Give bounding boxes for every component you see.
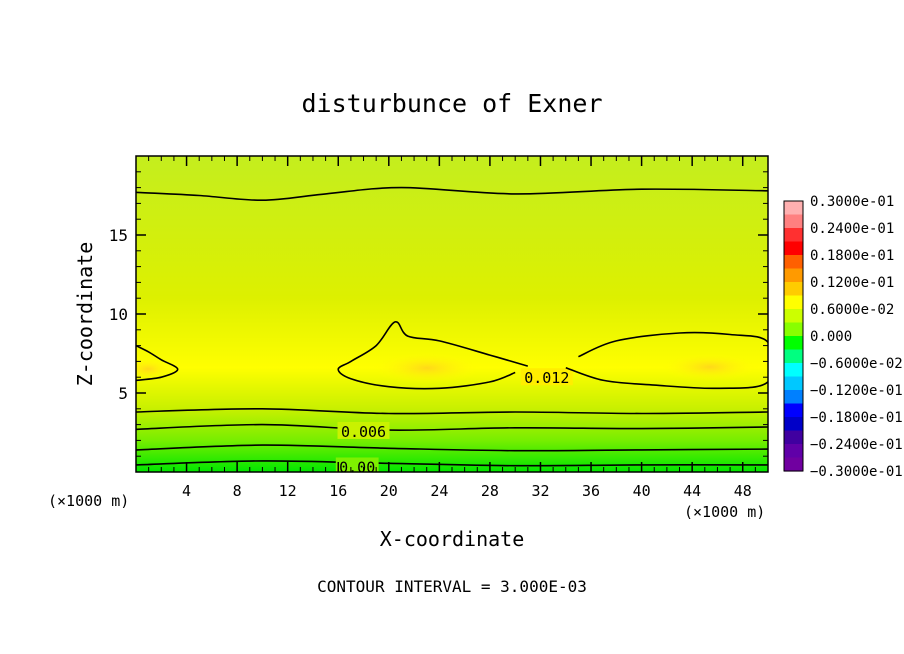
colorbar-label: 0.1800e-01 bbox=[810, 248, 894, 264]
x-tick-label: 40 bbox=[633, 482, 651, 500]
colorbar-label: −0.6000e-02 bbox=[810, 356, 903, 372]
contour-line bbox=[136, 444, 768, 452]
contour-line bbox=[337, 321, 529, 390]
field-core-center bbox=[372, 352, 482, 384]
colorbar-label: −0.3000e-01 bbox=[810, 464, 903, 480]
colorbar-swatch bbox=[784, 349, 803, 364]
colorbar-swatch bbox=[784, 403, 803, 418]
colorbar-label: −0.2400e-01 bbox=[810, 437, 903, 453]
colorbar-swatch bbox=[784, 363, 803, 378]
contour-line bbox=[136, 186, 768, 202]
contour-label-bg bbox=[337, 421, 390, 439]
contour-label: 0.012 bbox=[524, 369, 569, 387]
colorbar-swatch bbox=[784, 255, 803, 270]
contour-label-bg bbox=[335, 457, 379, 472]
x-tick-label: 12 bbox=[279, 482, 297, 500]
x-unit-right: (×1000 m) bbox=[684, 503, 765, 521]
x-tick-label: 44 bbox=[683, 482, 701, 500]
colorbar: 0.3000e-01 0.2400e-01 0.1800e-01 0.1200e-01… bbox=[783, 194, 903, 480]
contour-line bbox=[136, 460, 768, 467]
contour-label-bg bbox=[520, 368, 573, 386]
colorbar-swatch bbox=[784, 457, 803, 472]
colorbar-swatch bbox=[784, 268, 803, 283]
y-tick-label: 10 bbox=[109, 305, 128, 324]
colorbar-swatch bbox=[784, 376, 803, 391]
colorbar-swatch bbox=[784, 295, 803, 310]
colorbar-label: −0.1800e-01 bbox=[810, 410, 903, 426]
y-tick-label: 15 bbox=[109, 226, 128, 245]
x-tick-label: 8 bbox=[233, 482, 242, 500]
contour-label: 0.006 bbox=[341, 423, 386, 441]
contour-line bbox=[136, 407, 768, 415]
colorbar-label: 0.000 bbox=[810, 329, 852, 345]
contour-interval-footer: CONTOUR INTERVAL = 3.000E-03 bbox=[317, 577, 587, 596]
colorbar-label: 0.1200e-01 bbox=[810, 275, 894, 291]
x-tick-label: 36 bbox=[582, 482, 600, 500]
colorbar-swatch bbox=[784, 390, 803, 405]
x-unit-left: (×1000 m) bbox=[48, 492, 129, 510]
colorbar-swatch bbox=[784, 444, 803, 459]
plot-area: 0.00 0.006 0.012 bbox=[136, 156, 768, 476]
colorbar-label: 0.3000e-01 bbox=[810, 194, 894, 210]
colorbar-swatch bbox=[784, 309, 803, 324]
colorbar-swatch bbox=[784, 336, 803, 351]
x-tick-label: 32 bbox=[531, 482, 549, 500]
colorbar-swatch bbox=[784, 430, 803, 445]
x-tick-label: 20 bbox=[380, 482, 398, 500]
y-tick-label: 5 bbox=[118, 384, 128, 403]
contour-line bbox=[136, 344, 179, 382]
y-axis-label: Z-coordinate bbox=[73, 242, 97, 387]
x-tick-label: 28 bbox=[481, 482, 499, 500]
colorbar-swatch bbox=[784, 282, 803, 297]
colorbar-swatch bbox=[784, 241, 803, 256]
field-background bbox=[136, 156, 768, 472]
x-tick-label: 16 bbox=[329, 482, 347, 500]
x-tick-label: 4 bbox=[182, 482, 191, 500]
field-core-right bbox=[660, 353, 760, 381]
x-tick-label: 24 bbox=[430, 482, 448, 500]
chart-title: disturbunce of Exner bbox=[301, 89, 602, 118]
colorbar-frame bbox=[783, 200, 804, 472]
colorbar-label: −0.1200e-01 bbox=[810, 383, 903, 399]
contour-line bbox=[565, 331, 768, 390]
contour-label: 0.00 bbox=[339, 458, 375, 476]
colorbar-swatch bbox=[784, 417, 803, 432]
colorbar-label: 0.6000e-02 bbox=[810, 302, 894, 318]
colorbar-label: 0.2400e-01 bbox=[810, 221, 894, 237]
contour-line bbox=[136, 423, 768, 431]
colorbar-swatch bbox=[784, 201, 803, 216]
colorbar-swatch bbox=[784, 228, 803, 243]
field-core-left bbox=[136, 358, 173, 380]
x-axis-label: X-coordinate bbox=[380, 527, 525, 551]
colorbar-swatch bbox=[784, 214, 803, 229]
colorbar-swatch bbox=[784, 322, 803, 337]
x-tick-label: 48 bbox=[734, 482, 752, 500]
